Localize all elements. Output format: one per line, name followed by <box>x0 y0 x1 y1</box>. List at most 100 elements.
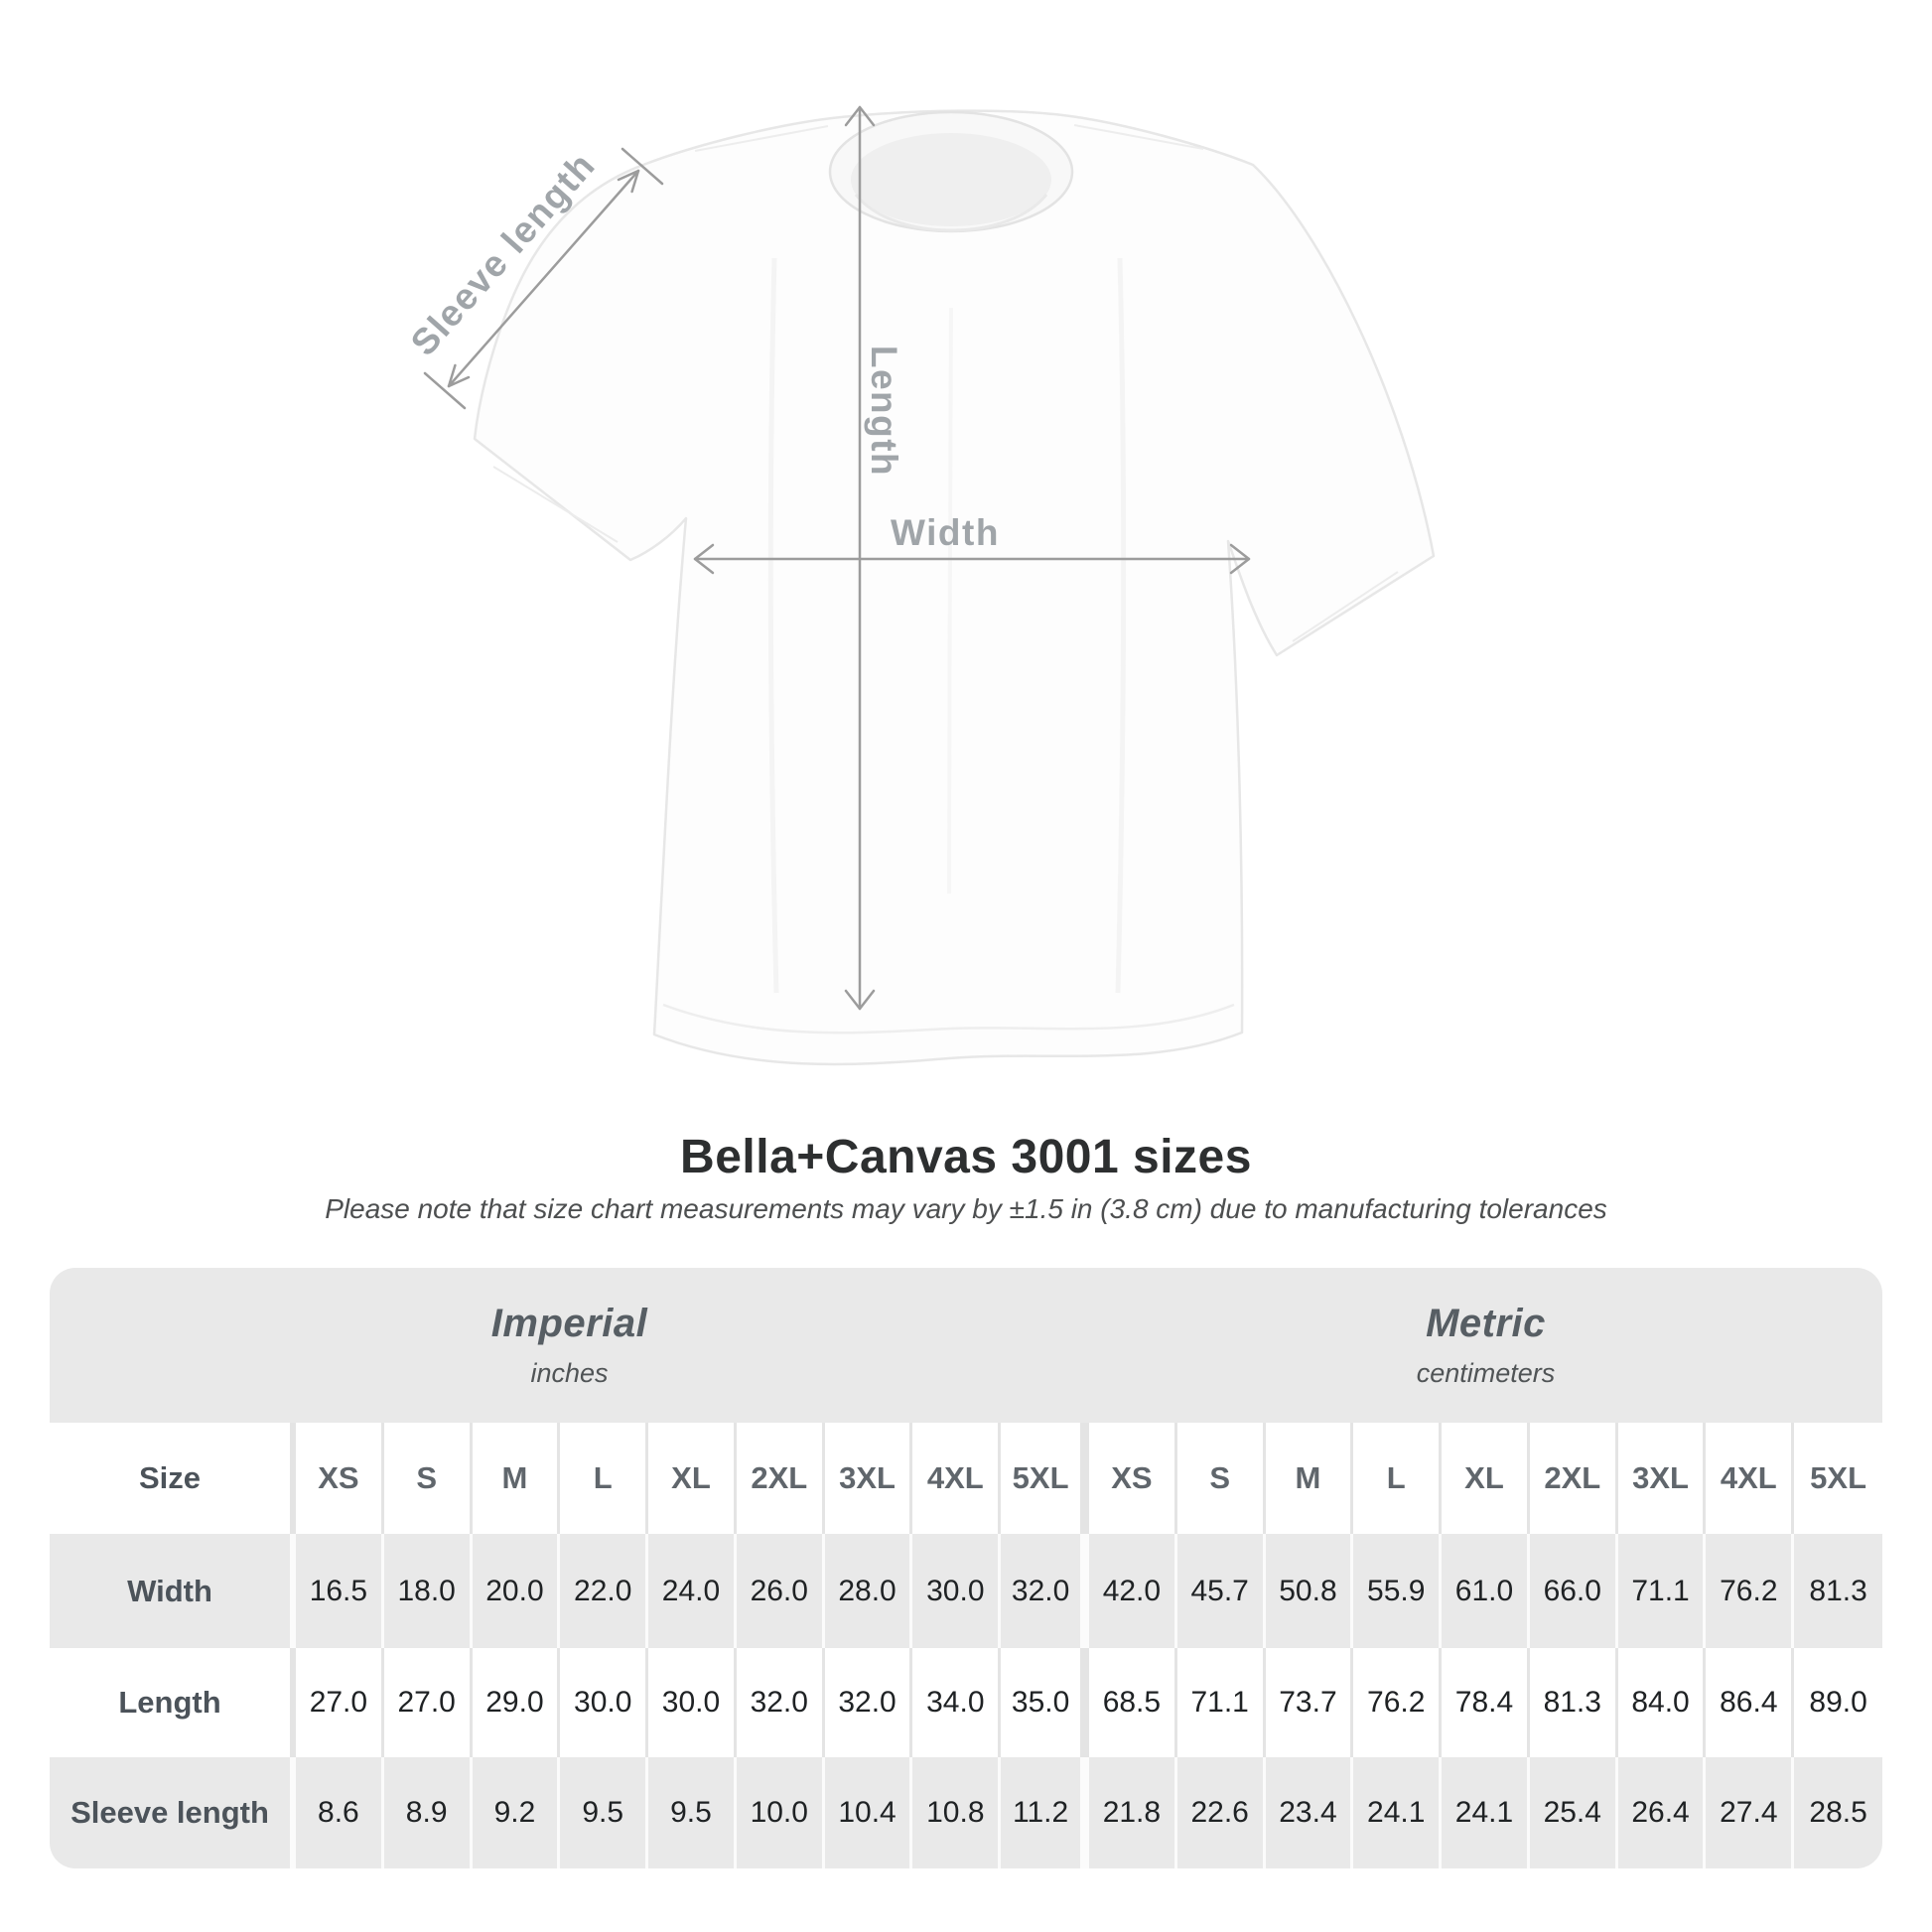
value-cell: 28.0 <box>825 1534 913 1648</box>
row-label: Sleeve length <box>50 1757 296 1868</box>
size-header-cell: L <box>560 1423 649 1534</box>
value-cell: 28.5 <box>1809 1796 1867 1829</box>
value-cell: 34.0 <box>912 1648 1002 1757</box>
value-cell: 10.8 <box>912 1757 1002 1868</box>
value-cell: 16.5 <box>296 1534 384 1648</box>
value-cell: 27.0 <box>296 1648 384 1757</box>
width-row: Width 16.5 18.0 20.0 22.0 24.0 26.0 28.0… <box>50 1534 1882 1648</box>
width-label: Width <box>891 512 1000 553</box>
size-header-cell: 2XL <box>1530 1423 1618 1534</box>
value-cell: 73.7 <box>1266 1648 1354 1757</box>
shoulder-seams <box>694 124 1204 152</box>
value-cell: 22.0 <box>560 1534 649 1648</box>
value-cell: 84.0 <box>1618 1648 1707 1757</box>
value-cell: 9.5 <box>560 1757 649 1868</box>
size-header-cell: S <box>384 1423 473 1534</box>
value-cell: 22.6 <box>1177 1757 1266 1868</box>
value-cell: 26.4 <box>1618 1757 1707 1868</box>
metric-unit: centimeters <box>1416 1358 1556 1388</box>
value-cell: 55.9 <box>1353 1534 1443 1648</box>
value-cell: 29.0 <box>473 1648 561 1757</box>
value-cell: 24.1 <box>1442 1757 1530 1868</box>
size-header-cell: 4XL <box>1706 1423 1795 1534</box>
tshirt-measurement-diagram: Width Length Sleeve length <box>403 105 1436 1066</box>
value-cell: 66.0 <box>1530 1534 1618 1648</box>
value-cell: 71.1 <box>1177 1648 1266 1757</box>
value-cell: 32.0 <box>737 1648 825 1757</box>
value-cell: 35.0 <box>1001 1648 1089 1757</box>
size-header-cell: XS <box>1089 1423 1177 1534</box>
unit-header-row: Imperial inches Metric centimeters <box>50 1268 1882 1423</box>
value-cell: 8.6 <box>296 1757 384 1868</box>
length-row: Length 27.0 27.0 29.0 30.0 30.0 32.0 32.… <box>50 1648 1882 1757</box>
value-cell: 61.0 <box>1442 1534 1530 1648</box>
value-cell: 10.4 <box>825 1757 913 1868</box>
size-header-cell: 2XL <box>737 1423 825 1534</box>
size-header-cell: XL <box>1442 1423 1530 1534</box>
value-cell: 76.2 <box>1706 1534 1795 1648</box>
value-cell: 32.0 <box>1001 1534 1089 1648</box>
sleeve-cuff-folds <box>492 466 1399 642</box>
size-header-cell: M <box>1266 1423 1354 1534</box>
value-cell: 26.0 <box>737 1534 825 1648</box>
value-cell: 45.7 <box>1177 1534 1266 1648</box>
value-cell: 23.4 <box>1266 1757 1354 1868</box>
value-cell: 24.0 <box>648 1534 737 1648</box>
size-header-cell: M <box>473 1423 561 1534</box>
value-cell: 25.4 <box>1530 1757 1618 1868</box>
value-cell: 9.2 <box>473 1757 561 1868</box>
size-header-cell: 5XL <box>1810 1460 1867 1495</box>
value-cell: 32.0 <box>825 1648 913 1757</box>
size-column-header: Size <box>50 1423 296 1534</box>
tshirt-body <box>473 109 1436 1066</box>
size-header-cell: L <box>1353 1423 1443 1534</box>
value-cell: 50.8 <box>1266 1534 1354 1648</box>
sleeve-length-row: Sleeve length 8.6 8.9 9.2 9.5 9.5 10.0 1… <box>50 1757 1882 1868</box>
page-subtitle: Please note that size chart measurements… <box>325 1193 1607 1224</box>
size-header-cell: S <box>1177 1423 1266 1534</box>
size-header-cell: XL <box>648 1423 737 1534</box>
value-cell: 76.2 <box>1353 1648 1443 1757</box>
value-cell: 30.0 <box>912 1534 1002 1648</box>
value-cell: 10.0 <box>737 1757 825 1868</box>
collar-inner <box>851 133 1051 226</box>
body-fold-left <box>767 257 779 994</box>
metric-header: Metric centimeters <box>1089 1268 1882 1423</box>
page-title: Bella+Canvas 3001 sizes <box>680 1131 1252 1183</box>
value-cell: 20.0 <box>473 1534 561 1648</box>
collar-shadow <box>854 194 1048 232</box>
value-cell: 81.3 <box>1809 1574 1867 1607</box>
value-cell: 71.1 <box>1618 1534 1707 1648</box>
body-fold-center <box>947 307 953 895</box>
value-cell: 78.4 <box>1442 1648 1530 1757</box>
value-cell: 89.0 <box>1809 1686 1867 1719</box>
width-arrow <box>693 543 1251 575</box>
value-cell: 9.5 <box>648 1757 737 1868</box>
size-header-cell: XS <box>296 1423 384 1534</box>
value-cell: 81.3 <box>1530 1648 1618 1757</box>
size-header-cell: 4XL <box>912 1423 1002 1534</box>
tshirt-diagram-svg: Width Length Sleeve length <box>403 105 1436 1066</box>
value-cell: 11.2 <box>1001 1757 1089 1868</box>
value-cell: 30.0 <box>560 1648 649 1757</box>
imperial-header: Imperial inches <box>50 1268 1089 1423</box>
size-header-cell: 3XL <box>1618 1423 1707 1534</box>
tshirt-illustration <box>473 109 1436 1066</box>
metric-title: Metric <box>1426 1302 1546 1345</box>
hem-seam <box>662 1003 1235 1035</box>
length-label: Length <box>864 345 904 477</box>
value-cell: 30.0 <box>648 1648 737 1757</box>
size-header-cell: 3XL <box>825 1423 913 1534</box>
imperial-unit: inches <box>530 1358 609 1388</box>
imperial-title: Imperial <box>490 1302 648 1345</box>
value-cell: 8.9 <box>384 1757 473 1868</box>
sleeve-length-arrow <box>423 147 664 410</box>
size-header-row: Size XS S M L XL 2XL 3XL 4XL 5XL XS S M … <box>50 1423 1882 1534</box>
value-cell: 18.0 <box>384 1534 473 1648</box>
body-fold-right <box>1115 257 1127 994</box>
size-header-cell: 5XL <box>1001 1423 1089 1534</box>
value-cell: 24.1 <box>1353 1757 1443 1868</box>
value-cell: 42.0 <box>1089 1534 1177 1648</box>
value-cell: 27.4 <box>1706 1757 1795 1868</box>
value-cell: 86.4 <box>1706 1648 1795 1757</box>
